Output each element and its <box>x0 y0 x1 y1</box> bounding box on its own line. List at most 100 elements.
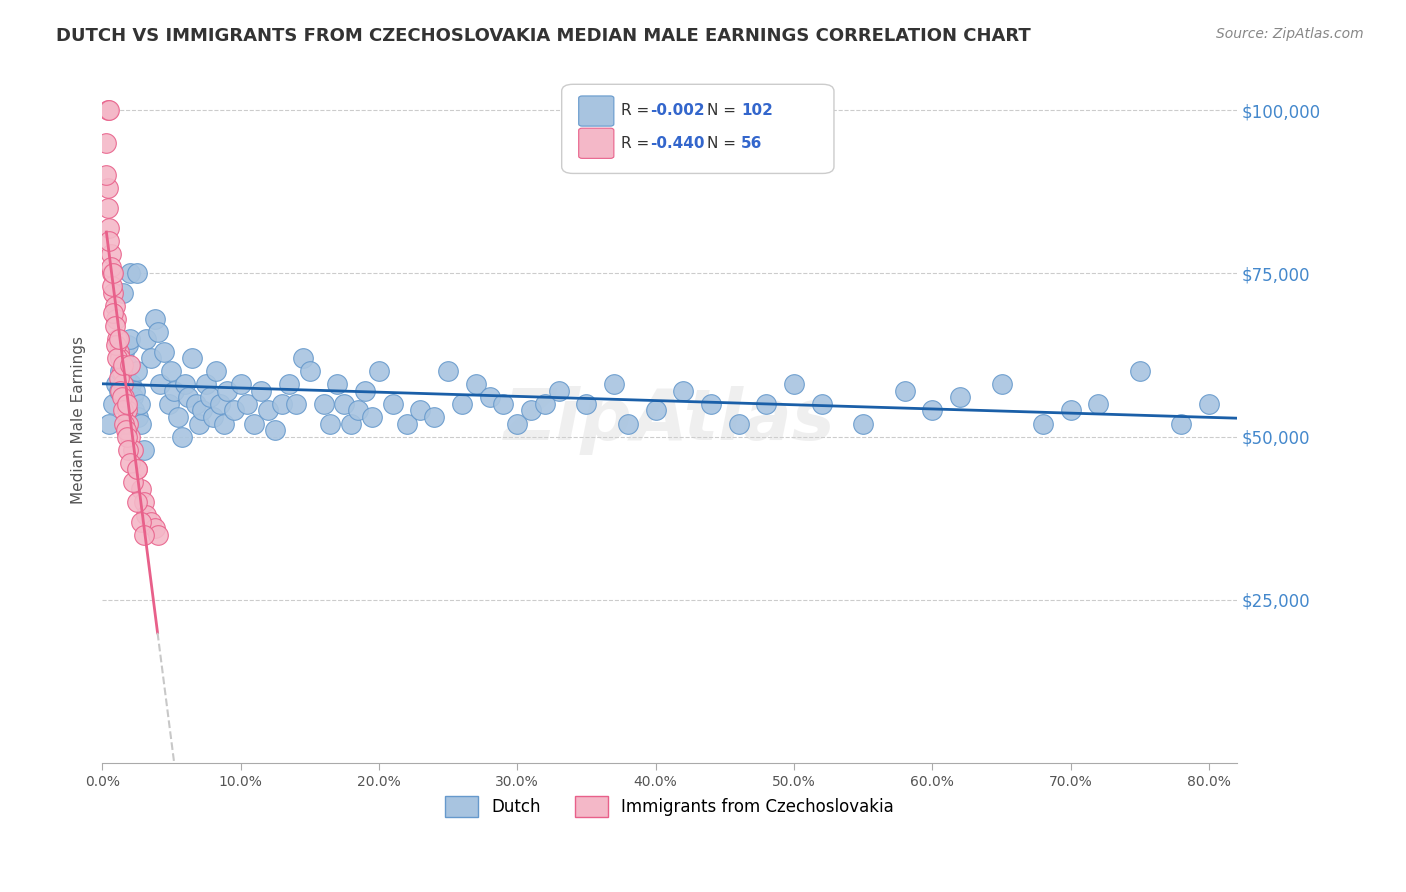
Point <box>122 403 145 417</box>
Point <box>96 169 118 183</box>
Point <box>108 351 131 366</box>
Point <box>111 285 134 300</box>
Point <box>108 344 131 359</box>
Point <box>146 325 169 339</box>
Point <box>520 403 543 417</box>
Point <box>135 508 157 522</box>
Point <box>153 344 176 359</box>
Point <box>250 384 273 398</box>
Point <box>108 371 131 385</box>
Point <box>132 442 155 457</box>
Point <box>409 403 432 417</box>
Point <box>949 391 972 405</box>
Point <box>672 384 695 398</box>
Point <box>284 397 307 411</box>
Point <box>451 397 474 411</box>
Text: 56: 56 <box>741 136 762 151</box>
Point <box>191 403 214 417</box>
Point <box>921 403 943 417</box>
Point <box>98 234 121 248</box>
Legend: Dutch, Immigrants from Czechoslovakia: Dutch, Immigrants from Czechoslovakia <box>439 789 901 823</box>
Point <box>115 358 138 372</box>
Point <box>243 417 266 431</box>
Point <box>547 384 569 398</box>
Text: DUTCH VS IMMIGRANTS FROM CZECHOSLOVAKIA MEDIAN MALE EARNINGS CORRELATION CHART: DUTCH VS IMMIGRANTS FROM CZECHOSLOVAKIA … <box>56 27 1031 45</box>
Point <box>135 332 157 346</box>
Point <box>361 410 384 425</box>
Point <box>174 377 197 392</box>
Point <box>1032 417 1054 431</box>
Text: R =: R = <box>620 136 654 151</box>
FancyBboxPatch shape <box>561 85 834 173</box>
Point <box>278 377 301 392</box>
Point <box>112 417 135 431</box>
Point <box>103 397 125 411</box>
Point <box>194 377 217 392</box>
Point <box>617 417 640 431</box>
Point <box>603 377 626 392</box>
Point <box>298 364 321 378</box>
Point <box>101 266 124 280</box>
Point <box>1060 403 1083 417</box>
Point <box>111 351 134 366</box>
Point <box>1170 417 1192 431</box>
Point <box>347 403 370 417</box>
Point <box>186 397 208 411</box>
Text: -0.002: -0.002 <box>650 103 704 118</box>
Text: -0.440: -0.440 <box>650 136 704 151</box>
Point <box>98 103 121 117</box>
Point <box>700 397 723 411</box>
Point <box>108 384 131 398</box>
Point <box>103 305 125 319</box>
Point <box>114 371 136 385</box>
Point <box>118 358 141 372</box>
Point <box>177 391 200 405</box>
Point <box>125 495 148 509</box>
Point <box>257 403 280 417</box>
Point <box>229 377 252 392</box>
Point <box>312 397 335 411</box>
Point <box>143 521 166 535</box>
Point <box>264 423 287 437</box>
Point <box>103 266 125 280</box>
Point <box>149 377 172 392</box>
Point <box>437 364 460 378</box>
Point <box>129 417 152 431</box>
Point <box>125 364 148 378</box>
Point <box>395 417 418 431</box>
Point <box>115 429 138 443</box>
Point <box>108 364 131 378</box>
Point <box>139 351 162 366</box>
Point <box>125 462 148 476</box>
Point <box>108 384 131 398</box>
Point <box>129 482 152 496</box>
Point <box>423 410 446 425</box>
Point <box>110 364 132 378</box>
Point <box>188 417 211 431</box>
Point <box>201 410 224 425</box>
Point <box>644 403 666 417</box>
Point <box>111 377 134 392</box>
Point <box>143 312 166 326</box>
Point <box>198 391 221 405</box>
Y-axis label: Median Male Earnings: Median Male Earnings <box>72 336 86 504</box>
Point <box>112 391 135 405</box>
Point <box>110 391 132 405</box>
Point <box>215 384 238 398</box>
Point <box>100 260 122 274</box>
Point <box>990 377 1012 392</box>
Point <box>181 351 204 366</box>
Point <box>114 397 136 411</box>
Point <box>212 417 235 431</box>
Point <box>271 397 294 411</box>
Point <box>97 201 120 215</box>
Point <box>236 397 259 411</box>
FancyBboxPatch shape <box>579 96 614 126</box>
Point <box>107 332 129 346</box>
Point <box>117 417 139 431</box>
Text: ZipAtlas: ZipAtlas <box>503 385 835 455</box>
Point <box>105 312 128 326</box>
Point <box>810 397 832 411</box>
Point <box>492 397 515 411</box>
Point <box>98 417 121 431</box>
